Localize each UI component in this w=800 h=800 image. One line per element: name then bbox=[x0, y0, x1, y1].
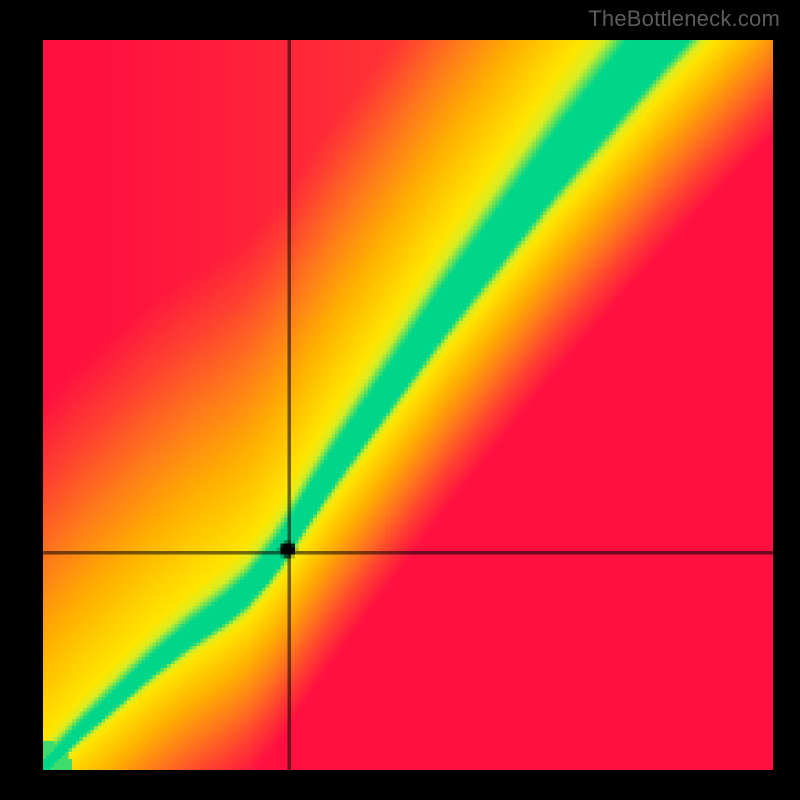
bottleneck-heatmap bbox=[43, 40, 773, 770]
watermark-text: TheBottleneck.com bbox=[588, 6, 780, 32]
chart-stage: { "watermark": "TheBottleneck.com", "cha… bbox=[0, 0, 800, 800]
